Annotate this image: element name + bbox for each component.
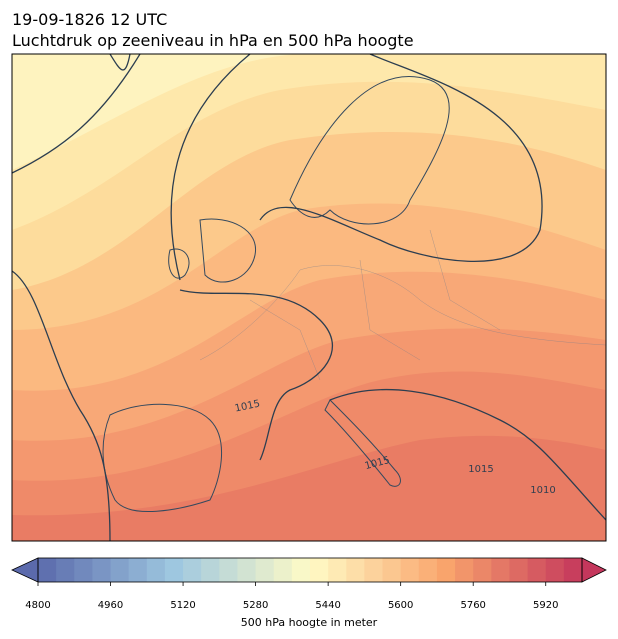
colorbar-band <box>183 558 202 582</box>
colorbar-tick-label: 5600 <box>388 600 413 611</box>
colorbar-band <box>201 558 220 582</box>
colorbar-band <box>56 558 75 582</box>
colorbar: 4800 4960 5120 5280 5440 5600 5760 5920 <box>11 557 607 611</box>
colorbar-band <box>219 558 238 582</box>
colorbar-band <box>255 558 275 582</box>
colorbar-tick-label: 4960 <box>98 600 123 611</box>
colorbar-band <box>491 558 510 582</box>
colorbar-band <box>455 558 474 582</box>
isobar-label: 1010 <box>530 485 555 496</box>
colorbar-frame <box>37 557 583 583</box>
colorbar-band <box>545 558 565 582</box>
title-line: 19-09-1826 12 UTC <box>12 10 167 29</box>
colorbar-band <box>509 558 529 582</box>
colorbar-band <box>418 558 438 582</box>
colorbar-tick-label: 4800 <box>25 600 50 611</box>
colorbar-band <box>38 558 57 582</box>
colorbar-extend <box>581 557 607 583</box>
colorbar-band <box>527 558 547 582</box>
colorbar-band <box>74 558 93 582</box>
colorbar-band <box>382 558 402 582</box>
colorbar-label: 500 hPa hoogte in meter <box>241 616 378 629</box>
colorbar-band <box>237 558 257 582</box>
colorbar-band <box>400 558 420 582</box>
colorbar-band <box>436 558 456 582</box>
colorbar-band <box>164 558 184 582</box>
isobar-label: 1015 <box>468 464 493 475</box>
colorbar-band <box>563 558 583 582</box>
colorbar-band <box>473 558 492 582</box>
colorbar-tick-label: 5760 <box>460 600 485 611</box>
colorbar-tick-label: 5440 <box>315 600 340 611</box>
colorbar-tick-label: 5120 <box>170 600 195 611</box>
colorbar-tick-label: 5280 <box>243 600 268 611</box>
colorbar-band <box>328 558 347 582</box>
map <box>12 54 606 541</box>
colorbar-band <box>291 558 311 582</box>
colorbar-band <box>146 558 166 582</box>
colorbar-band <box>128 558 148 582</box>
title-line: Luchtdruk op zeeniveau in hPa en 500 hPa… <box>12 31 414 50</box>
colorbar-tick-label: 5920 <box>533 600 558 611</box>
colorbar-band <box>273 558 293 582</box>
colorbar-extend <box>11 557 39 583</box>
colorbar-band <box>92 558 112 582</box>
colorbar-band <box>346 558 365 582</box>
isobar-label: 1015 <box>234 399 261 415</box>
map-frame <box>11 53 607 542</box>
colorbar-band <box>364 558 384 582</box>
colorbar-band <box>310 558 329 582</box>
colorbar-band <box>110 558 130 582</box>
